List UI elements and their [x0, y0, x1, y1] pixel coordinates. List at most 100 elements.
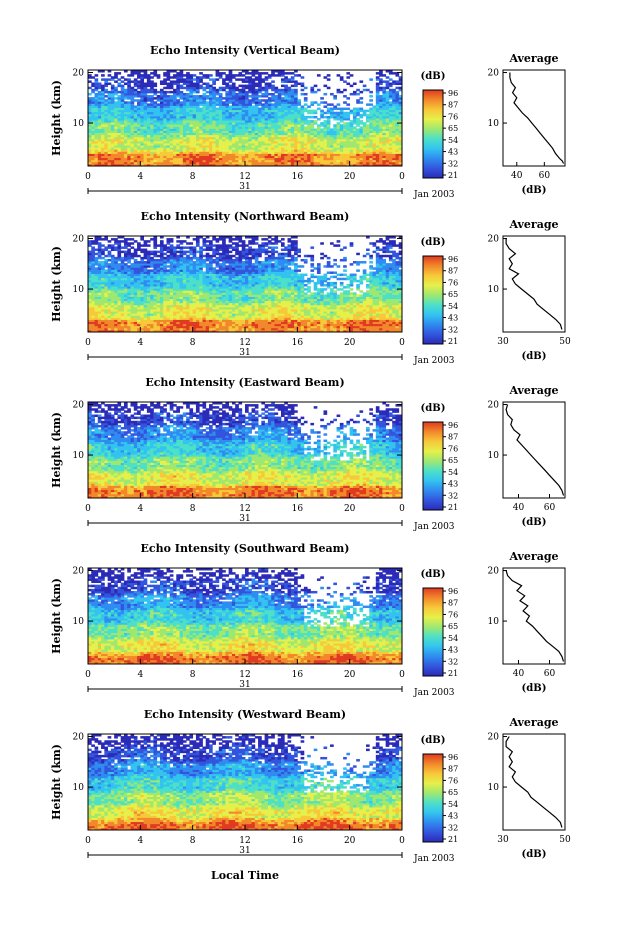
heatmap-cell — [195, 105, 200, 108]
heatmap-cell — [176, 122, 180, 125]
heatmap-cell — [254, 109, 259, 113]
heatmap-cell — [271, 124, 275, 127]
heatmap-cell — [287, 107, 292, 111]
heatmap-cell — [228, 159, 233, 163]
heatmap-cell — [238, 128, 243, 131]
heatmap-cell — [346, 97, 351, 100]
heatmap-cell — [186, 163, 190, 167]
heatmap-cell — [235, 124, 239, 127]
heatmap-cell — [117, 90, 122, 94]
heatmap-cell — [316, 149, 321, 152]
heatmap-cell — [375, 124, 380, 127]
heatmap-cell — [284, 122, 288, 125]
heatmap-cell — [284, 143, 288, 146]
heatmap-cell — [254, 130, 259, 134]
heatmap-cell — [222, 128, 226, 131]
heatmap-cell — [156, 130, 161, 134]
heatmap-cell — [300, 147, 305, 150]
heatmap-cell — [209, 74, 213, 77]
heatmap-cell — [153, 138, 158, 142]
heatmap-cell — [127, 113, 131, 117]
heatmap-cell — [379, 122, 383, 125]
heatmap-cell — [133, 153, 138, 156]
heatmap-cell — [222, 126, 226, 129]
heatmap-cell — [212, 128, 216, 131]
heatmap-cell — [163, 101, 167, 104]
heatmap-cell — [290, 157, 295, 161]
heatmap-cell — [300, 107, 305, 111]
heatmap-cell — [169, 128, 174, 131]
heatmap-cell — [251, 134, 256, 138]
heatmap-cell — [392, 147, 396, 150]
heatmap-cell — [212, 157, 216, 161]
heatmap-cell — [195, 130, 200, 134]
heatmap-cell — [248, 72, 252, 75]
heatmap-cell — [114, 113, 118, 117]
heatmap-cell — [110, 101, 115, 104]
heatmap-cell — [101, 101, 105, 104]
heatmap-cell — [173, 140, 177, 144]
heatmap-cell — [388, 105, 393, 108]
heatmap-cell — [339, 163, 344, 167]
heatmap-cell — [398, 105, 403, 108]
heatmap-cell — [267, 105, 272, 108]
heatmap-cell — [366, 140, 370, 144]
heatmap-cell — [339, 130, 344, 134]
heatmap-cell — [280, 78, 285, 81]
heatmap-cell — [97, 109, 102, 113]
heatmap-cell — [169, 157, 174, 161]
heatmap-cell — [110, 138, 115, 142]
heatmap-cell — [326, 140, 331, 144]
heatmap-cell — [330, 138, 334, 142]
heatmap-cell — [143, 120, 148, 123]
heatmap-cell — [362, 155, 367, 159]
heatmap-cell — [114, 132, 118, 136]
heatmap-cell — [248, 130, 252, 134]
heatmap-cell — [123, 145, 128, 148]
heatmap-cell — [163, 161, 167, 165]
heatmap-cell — [320, 151, 324, 154]
heatmap-cell — [316, 107, 321, 111]
heatmap-cell — [101, 128, 105, 131]
heatmap-cell — [228, 147, 233, 150]
heatmap-cell — [284, 107, 288, 111]
heatmap-cell — [159, 159, 164, 163]
heatmap-cell — [218, 145, 223, 148]
heatmap-cell — [261, 86, 266, 90]
heatmap-cell — [346, 161, 351, 165]
heatmap-cell — [264, 109, 269, 113]
heatmap-cell — [114, 147, 118, 150]
heatmap-cell — [88, 111, 92, 115]
heatmap-cell — [343, 101, 347, 104]
heatmap-cell — [388, 159, 393, 163]
heatmap-cell — [104, 95, 109, 98]
heatmap-cell — [392, 136, 396, 140]
heatmap-cell — [398, 113, 403, 117]
heatmap-cell — [179, 90, 184, 94]
heatmap-cell — [385, 145, 390, 148]
heatmap-cell — [140, 132, 144, 136]
heatmap-cell — [251, 126, 256, 129]
heatmap-cell — [307, 134, 311, 138]
heatmap-cell — [310, 140, 315, 144]
heatmap-cell — [267, 145, 272, 148]
heatmap-cell — [346, 163, 351, 167]
heatmap-cell — [356, 107, 360, 111]
heatmap-cell — [316, 157, 321, 161]
heatmap-cell — [130, 115, 135, 119]
heatmap-cell — [186, 138, 190, 142]
heatmap-cell — [186, 118, 190, 121]
heatmap-cell — [277, 134, 282, 138]
heatmap-cell — [271, 105, 275, 108]
heatmap-cell — [225, 153, 230, 156]
heatmap-cell — [395, 147, 400, 150]
heatmap-cell — [303, 120, 308, 123]
heatmap-cell — [199, 151, 203, 154]
heatmap-cell — [277, 109, 282, 113]
heatmap-cell — [284, 153, 288, 156]
heatmap-cell — [369, 155, 373, 159]
heatmap-cell — [339, 132, 344, 136]
heatmap-cell — [375, 122, 380, 125]
heatmap-cell — [192, 161, 197, 165]
heatmap-cell — [94, 132, 99, 136]
